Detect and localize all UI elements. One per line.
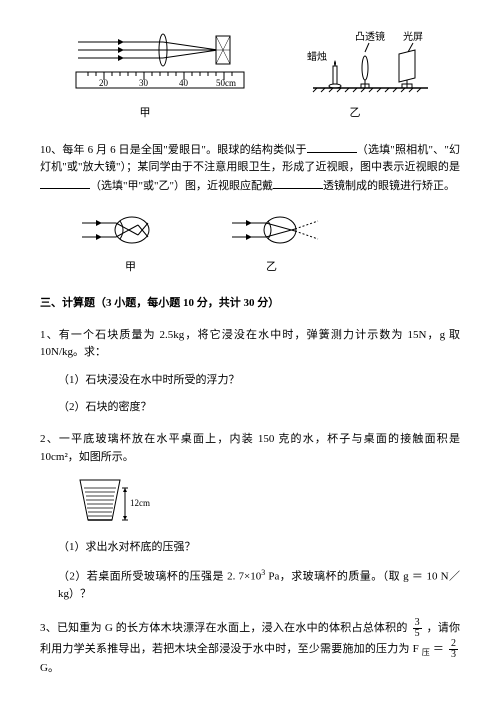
svg-text:30: 30 (139, 78, 149, 88)
p1-stem: 1、有一个石块质量为 2.5kg，将它浸没在水中时，弹簧测力计示数为 15N，g… (40, 327, 460, 362)
p3-d: G。 (40, 662, 59, 674)
section-3-title: 三、计算题（3 小题，每小题 10 分，共计 30 分） (40, 295, 460, 313)
figure-1-row: 20 30 40 50cm 凸透镜 光屏 蜡烛 (40, 30, 460, 100)
figure-2-row (40, 209, 460, 254)
caption-jia-1: 甲 (140, 105, 151, 123)
eye-jia-svg (80, 209, 170, 254)
p1-sub2: （2）石块的密度？ (58, 399, 460, 417)
p3-a: 3、已知重为 G 的长方体木块漂浮在水面上，浸入在水中的体积占总体积的 (40, 622, 411, 634)
svg-text:50cm: 50cm (216, 78, 236, 88)
beaker-figure: 12cm (70, 474, 460, 529)
fraction-3-5: 35 (413, 618, 422, 639)
question-10: 10、每年 6 月 6 日是全国"爱眼日"。眼球的结构类似于（选填"照相机"、"… (40, 141, 460, 196)
caption-yi-1: 乙 (350, 105, 361, 123)
caption-yi-2: 乙 (266, 259, 277, 277)
beaker-svg: 12cm (70, 474, 160, 529)
blank-3 (273, 177, 323, 189)
svg-text:光屏: 光屏 (403, 30, 423, 43)
svg-text:蜡烛: 蜡烛 (307, 50, 327, 63)
q10-text-d: 透镜制成的眼镜进行矫正。 (323, 180, 455, 192)
p3-c: ＝ (430, 643, 447, 655)
figure-2-captions: 甲 乙 (40, 259, 460, 277)
svg-text:40: 40 (179, 78, 189, 88)
blank-2 (40, 177, 90, 189)
figure-1-right-svg: 凸透镜 光屏 蜡烛 (303, 30, 433, 100)
problem-2: 2、一平底玻璃杯放在水平桌面上，内装 150 克的水，杯子与桌面的接触面积是 1… (40, 431, 460, 604)
blank-1 (307, 141, 357, 153)
p3-sub: 压 (422, 648, 430, 657)
q10-text-c: （选填"甲"或"乙"）图，近视眼应配戴 (90, 180, 273, 192)
fraction-2-3: 23 (449, 639, 458, 660)
p2-s2-a: （2）若桌面所受玻璃杯的压强是 2. 7×10 (58, 570, 261, 582)
eye-yi-svg (230, 209, 330, 254)
svg-text:凸透镜: 凸透镜 (355, 30, 385, 43)
q10-text-a: 10、每年 6 月 6 日是全国"爱眼日"。眼球的结构类似于 (40, 144, 307, 156)
problem-3: 3、已知重为 G 的长方体木块漂浮在水面上，浸入在水中的体积占总体积的 35 ，… (40, 618, 460, 678)
svg-text:12cm: 12cm (130, 498, 150, 508)
figure-1-captions: 甲 乙 (40, 105, 460, 123)
p2-sub2: （2）若桌面所受玻璃杯的压强是 2. 7×103 Pa，求玻璃杯的质量。（取 g… (58, 567, 460, 604)
p2-sub1: （1）求出水对杯底的压强？ (58, 539, 460, 557)
p1-sub1: （1）石块浸没在水中时所受的浮力？ (58, 372, 460, 390)
svg-text:20: 20 (99, 78, 109, 88)
p2-stem: 2、一平底玻璃杯放在水平桌面上，内装 150 克的水，杯子与桌面的接触面积是 1… (40, 431, 460, 466)
problem-1: 1、有一个石块质量为 2.5kg，将它浸没在水中时，弹簧测力计示数为 15N，g… (40, 327, 460, 417)
caption-jia-2: 甲 (125, 259, 136, 277)
figure-1-left-svg: 20 30 40 50cm (68, 30, 248, 100)
